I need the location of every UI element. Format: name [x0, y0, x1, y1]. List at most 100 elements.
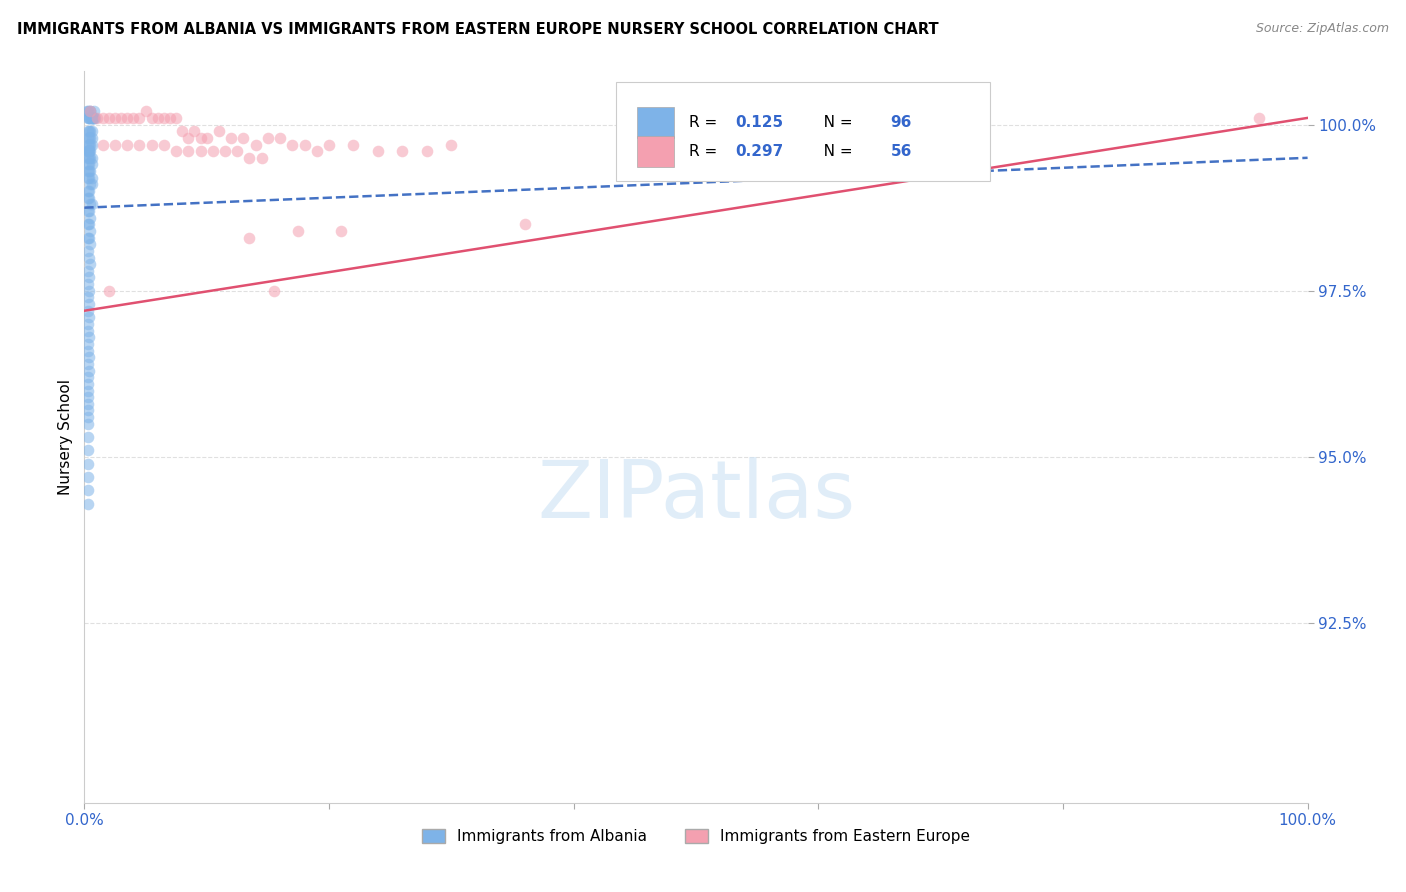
Point: [79, 111, 101, 125]
Point: [80, 111, 103, 125]
Text: R =: R =: [689, 115, 721, 130]
Point: [80, 151, 103, 165]
Point: [115, 137, 138, 152]
Point: [77, 430, 100, 444]
Point: [146, 111, 169, 125]
Point: [77, 111, 100, 125]
Point: [294, 137, 316, 152]
Point: [77, 191, 100, 205]
Point: [77, 230, 100, 244]
Point: [208, 124, 231, 138]
Point: [77, 217, 100, 231]
Legend: Immigrants from Albania, Immigrants from Eastern Europe: Immigrants from Albania, Immigrants from…: [416, 822, 976, 850]
Point: [79, 178, 101, 192]
Point: [79, 257, 101, 271]
Point: [77, 131, 100, 145]
Point: [84, 111, 107, 125]
Point: [269, 131, 291, 145]
Point: [77, 330, 100, 344]
Point: [80, 178, 103, 192]
Point: [77, 363, 100, 377]
Text: Source: ZipAtlas.com: Source: ZipAtlas.com: [1256, 22, 1389, 36]
Point: [165, 111, 187, 125]
Point: [141, 111, 163, 125]
Point: [115, 111, 138, 125]
Point: [128, 137, 150, 152]
Point: [77, 111, 100, 125]
Point: [80, 170, 103, 185]
Point: [77, 264, 100, 278]
Point: [77, 157, 100, 171]
Point: [219, 131, 242, 145]
Point: [77, 410, 100, 425]
Point: [80, 157, 103, 171]
Point: [232, 131, 254, 145]
Point: [97, 284, 120, 298]
Point: [440, 137, 463, 152]
Point: [76, 104, 98, 119]
Point: [165, 144, 187, 158]
FancyBboxPatch shape: [616, 82, 990, 181]
Y-axis label: Nursery School: Nursery School: [58, 379, 73, 495]
Text: IMMIGRANTS FROM ALBANIA VS IMMIGRANTS FROM EASTERN EUROPE NURSERY SCHOOL CORRELA: IMMIGRANTS FROM ALBANIA VS IMMIGRANTS FR…: [17, 22, 938, 37]
Point: [77, 131, 100, 145]
Point: [128, 111, 150, 125]
Text: ZIPatlas: ZIPatlas: [537, 457, 855, 534]
Point: [86, 111, 108, 125]
Point: [77, 343, 100, 358]
Point: [77, 217, 100, 231]
Point: [77, 170, 100, 185]
Point: [79, 104, 101, 119]
Point: [77, 111, 100, 125]
Point: [77, 191, 100, 205]
Point: [79, 104, 101, 119]
Point: [77, 384, 100, 398]
Point: [77, 204, 100, 219]
Text: R =: R =: [689, 145, 721, 160]
Point: [77, 470, 100, 484]
Point: [77, 137, 100, 152]
Point: [77, 204, 100, 219]
Point: [79, 237, 101, 252]
Point: [1247, 111, 1270, 125]
Point: [82, 111, 104, 125]
Point: [195, 131, 218, 145]
Point: [77, 104, 100, 119]
Point: [79, 211, 101, 225]
Point: [201, 144, 224, 158]
Point: [183, 124, 205, 138]
Text: 0.297: 0.297: [735, 145, 783, 160]
Point: [79, 197, 101, 211]
Point: [153, 137, 176, 152]
Point: [330, 224, 353, 238]
Point: [77, 151, 100, 165]
Point: [245, 137, 267, 152]
Point: [77, 251, 100, 265]
Point: [77, 137, 100, 152]
Point: [77, 144, 100, 158]
Point: [77, 184, 100, 198]
Point: [77, 144, 100, 158]
Point: [416, 144, 439, 158]
Point: [159, 111, 181, 125]
Point: [77, 297, 100, 311]
Point: [79, 151, 101, 165]
Point: [77, 164, 100, 178]
Point: [77, 443, 100, 458]
Point: [367, 144, 389, 158]
Point: [238, 230, 260, 244]
Point: [79, 224, 101, 238]
FancyBboxPatch shape: [637, 136, 673, 167]
Point: [110, 111, 132, 125]
Point: [79, 137, 101, 152]
Point: [238, 151, 260, 165]
Point: [318, 137, 340, 152]
Point: [77, 497, 100, 511]
Point: [104, 137, 127, 152]
Point: [122, 111, 145, 125]
Point: [287, 224, 309, 238]
Point: [77, 157, 100, 171]
Point: [177, 131, 200, 145]
Point: [77, 290, 100, 304]
Point: [263, 284, 285, 298]
